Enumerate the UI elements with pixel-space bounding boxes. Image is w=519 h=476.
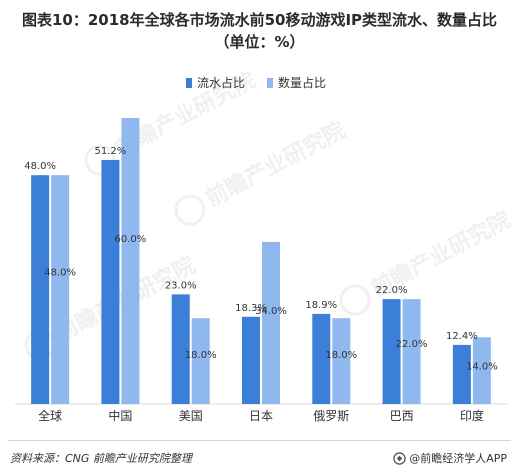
svg-text:前瞻产业研究院: 前瞻产业研究院 bbox=[202, 117, 350, 212]
bar-series2-1 bbox=[121, 118, 140, 404]
data-label-series1-3: 18.3% bbox=[235, 303, 267, 314]
bar-series2-0 bbox=[51, 175, 70, 404]
x-tick-label-4: 俄罗斯 bbox=[313, 409, 349, 423]
legend-label-series1: 流水占比 bbox=[197, 76, 246, 90]
footer-divider bbox=[8, 440, 511, 441]
x-tick-label-2: 美国 bbox=[179, 409, 203, 423]
x-tick-label-6: 印度 bbox=[460, 408, 484, 423]
watermark: 前瞻产业研究院 bbox=[339, 207, 515, 316]
bar-series1-1 bbox=[101, 159, 120, 404]
data-label-series1-5: 22.0% bbox=[376, 285, 408, 296]
data-label-series2-3: 34.0% bbox=[255, 306, 287, 317]
bar-series2-3 bbox=[262, 241, 280, 404]
brand-credit: @前瞻经济学人APP bbox=[393, 450, 507, 466]
data-label-series1-4: 18.9% bbox=[305, 300, 337, 311]
bar-series1-2 bbox=[171, 294, 190, 404]
brand-text: @前瞻经济学人APP bbox=[409, 452, 507, 465]
data-label-series1-1: 51.2% bbox=[95, 146, 127, 157]
source-note: 资料来源：CNG 前瞻产业研究院整理 bbox=[10, 452, 192, 465]
chart-legend: 流水占比 数量占比 bbox=[186, 74, 348, 91]
chart-footer: 资料来源：CNG 前瞻产业研究院整理 @前瞻经济学人APP bbox=[0, 440, 519, 476]
data-label-series1-0: 48.0% bbox=[24, 161, 56, 172]
brand-logo-icon bbox=[393, 451, 406, 465]
watermark: 前瞻产业研究院 bbox=[84, 67, 260, 176]
data-label-series2-5: 22.0% bbox=[396, 339, 428, 350]
watermark: 前瞻产业研究院 bbox=[174, 117, 350, 226]
data-label-series2-0: 48.0% bbox=[44, 267, 76, 278]
legend-swatch-series2 bbox=[267, 77, 274, 88]
data-label-series2-2: 18.0% bbox=[185, 350, 217, 361]
data-label-series1-2: 23.0% bbox=[165, 280, 197, 291]
data-label-series2-4: 18.0% bbox=[325, 350, 357, 361]
data-label-series1-6: 12.4% bbox=[446, 331, 478, 342]
bar-series2-2 bbox=[191, 318, 210, 404]
bar-series1-5 bbox=[382, 299, 401, 404]
bar-series2-5 bbox=[402, 299, 421, 404]
legend-swatch-series1 bbox=[186, 77, 192, 88]
chart-subtitle: （单位：%） bbox=[214, 33, 305, 51]
x-tick-label-3: 日本 bbox=[249, 409, 273, 423]
x-tick-label-5: 巴西 bbox=[390, 409, 414, 423]
bar-series1-0 bbox=[31, 175, 50, 404]
x-tick-label-1: 中国 bbox=[108, 408, 132, 423]
bar-series1-3 bbox=[242, 316, 260, 404]
chart-title: 图表10：2018年全球各市场流水前50移动游戏IP类型流水、数量占比 bbox=[21, 11, 498, 29]
x-tick-label-0: 全球 bbox=[38, 408, 62, 423]
chart-plot: 前瞻产业研究院前瞻产业研究院前瞻产业研究院前瞻产业研究院48.0%48.0%全球… bbox=[15, 67, 515, 423]
bar-series2-4 bbox=[332, 318, 351, 404]
legend-label-series2: 数量占比 bbox=[278, 76, 327, 90]
legend-item-series2: 数量占比 bbox=[267, 74, 326, 91]
bar-series2-6 bbox=[472, 337, 491, 404]
data-label-series2-6: 14.0% bbox=[466, 361, 498, 372]
bar-series1-6 bbox=[452, 344, 471, 404]
legend-item-series1: 流水占比 bbox=[186, 74, 245, 91]
bar-series1-4 bbox=[312, 313, 331, 404]
data-label-series2-1: 60.0% bbox=[115, 234, 147, 245]
